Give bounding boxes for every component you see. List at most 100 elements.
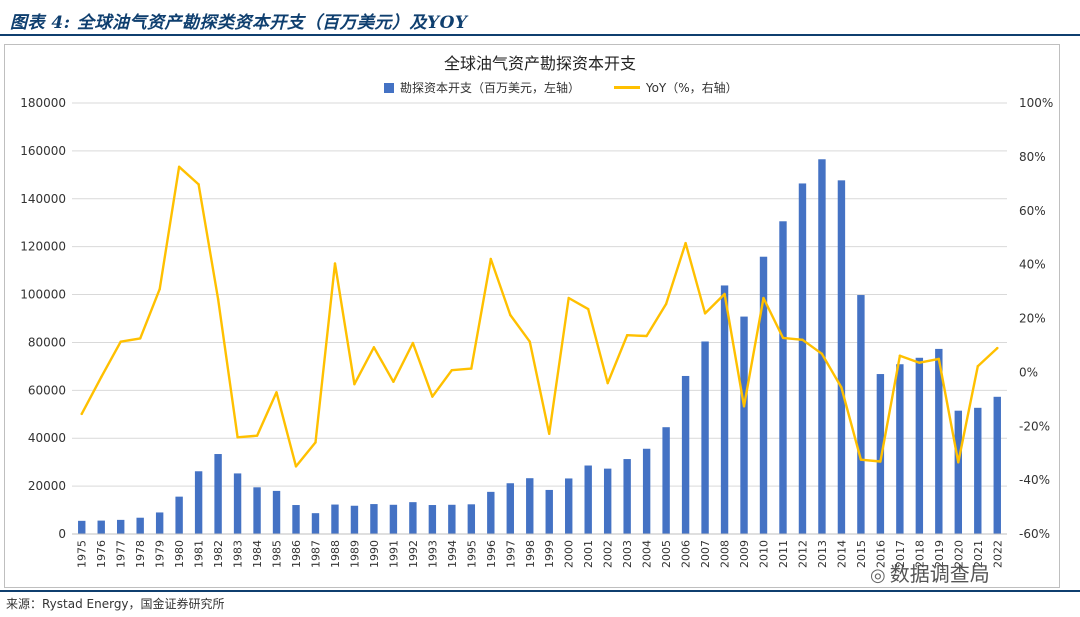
yoy-point (898, 354, 902, 357)
bar (214, 454, 222, 534)
x-tick-label: 2003 (621, 540, 634, 568)
y-right-tick-label: 0% (1019, 365, 1038, 379)
bar (370, 504, 378, 534)
bar (526, 478, 534, 534)
y-right-tick-label: 20% (1019, 312, 1046, 326)
x-tick-label: 1984 (251, 540, 264, 568)
yoy-point (236, 436, 239, 439)
y-right-tick-label: -40% (1019, 473, 1050, 487)
x-tick-label: 2019 (933, 540, 946, 568)
y-right-tick-label: -20% (1019, 419, 1050, 433)
yoy-point (314, 441, 317, 444)
bar (740, 316, 748, 534)
yoy-point (489, 257, 493, 261)
y-left-tick-label: 100000 (20, 288, 66, 302)
x-tick-label: 2015 (855, 540, 868, 568)
bar (935, 348, 943, 534)
y-right-tick-label: 80% (1019, 150, 1046, 164)
yoy-point (275, 391, 278, 394)
bar (253, 487, 261, 534)
x-tick-label: 1977 (115, 540, 128, 568)
bar (350, 505, 359, 534)
yoy-point (879, 460, 882, 463)
yoy-point (372, 346, 376, 349)
x-tick-label: 2022 (991, 540, 1004, 568)
yoy-point (937, 357, 941, 361)
y-left-tick-label: 120000 (20, 240, 66, 254)
yoy-point (996, 346, 999, 350)
x-tick-label: 1976 (95, 540, 108, 568)
yoy-point (684, 241, 687, 245)
legend-label-bars: 勘探资本开支（百万美元，左轴） (400, 81, 581, 95)
yoy-point (918, 361, 921, 364)
x-tick-label: 2012 (796, 540, 809, 568)
x-tick-label: 1998 (524, 540, 537, 568)
bar (818, 159, 826, 534)
yoy-point (80, 412, 83, 416)
yoy-point (957, 461, 960, 464)
x-tick-label: 2000 (563, 540, 576, 568)
yoy-point (119, 340, 122, 343)
x-tick-label: 1978 (134, 540, 147, 568)
bar (876, 374, 885, 534)
x-tick-label: 1975 (76, 540, 89, 568)
bar (331, 504, 339, 534)
figure-header: 图表 4: 全球油气资产勘探类资本开支（百万美元）及YOY (0, 0, 1080, 36)
bar (311, 513, 320, 534)
bar (409, 502, 417, 534)
y-right-tick-label: 100% (1019, 96, 1053, 110)
bar (78, 520, 86, 534)
bar (272, 490, 281, 534)
yoy-point (158, 287, 161, 291)
legend-label-yoy: YoY（%，右轴） (645, 81, 738, 95)
yoy-point (353, 383, 356, 386)
x-tick-label: 2011 (777, 540, 790, 568)
x-tick-label: 1985 (271, 540, 284, 568)
bar (779, 221, 787, 534)
y-right-tick-label: 60% (1019, 204, 1046, 218)
chart-legend: 勘探资本开支（百万美元，左轴） YoY（%，右轴） (384, 79, 768, 96)
yoy-point (548, 432, 551, 435)
x-tick-label: 1990 (368, 540, 381, 568)
x-tick-label: 2013 (816, 540, 829, 568)
y-right-tick-label: 40% (1019, 258, 1046, 272)
watermark-text: 数据调查局 (889, 562, 990, 586)
x-tick-label: 1995 (465, 540, 478, 568)
x-tick-label: 1988 (329, 540, 342, 568)
y-left-tick-label: 160000 (20, 144, 66, 158)
yoy-point (742, 405, 746, 408)
x-tick-label: 2010 (758, 540, 771, 568)
yoy-point (411, 341, 415, 345)
bar (116, 519, 125, 534)
bar (603, 468, 612, 534)
yoy-point (431, 395, 434, 398)
yoy-point (762, 296, 765, 300)
bar (506, 483, 514, 534)
y-left-tick-label: 60000 (28, 383, 66, 397)
yoy-point (450, 369, 454, 372)
x-tick-label: 2006 (680, 540, 693, 568)
yoy-point (294, 465, 298, 468)
watermark: ◎ 数据调查局 (870, 558, 990, 587)
yoy-point (840, 386, 843, 389)
bar (759, 256, 768, 534)
legend-item-yoy: YoY（%，右轴） (613, 79, 738, 96)
bar (915, 357, 924, 534)
y-left-tick-label: 20000 (28, 479, 66, 493)
yoy-point (333, 262, 337, 265)
yoy-point (606, 381, 609, 385)
bar (428, 505, 437, 534)
x-tick-label: 1991 (387, 540, 400, 568)
legend-swatch-yoy (613, 86, 640, 89)
bar (642, 448, 651, 534)
yoy-point (470, 367, 473, 370)
yoy-point (255, 434, 259, 437)
x-tick-label: 2017 (894, 540, 907, 568)
yoy-point (781, 336, 785, 340)
yoy-point (703, 312, 707, 315)
bar (701, 341, 709, 534)
bar (545, 489, 553, 534)
x-tick-label: 1997 (504, 540, 517, 568)
yoy-point (509, 313, 512, 317)
bar (97, 520, 105, 534)
